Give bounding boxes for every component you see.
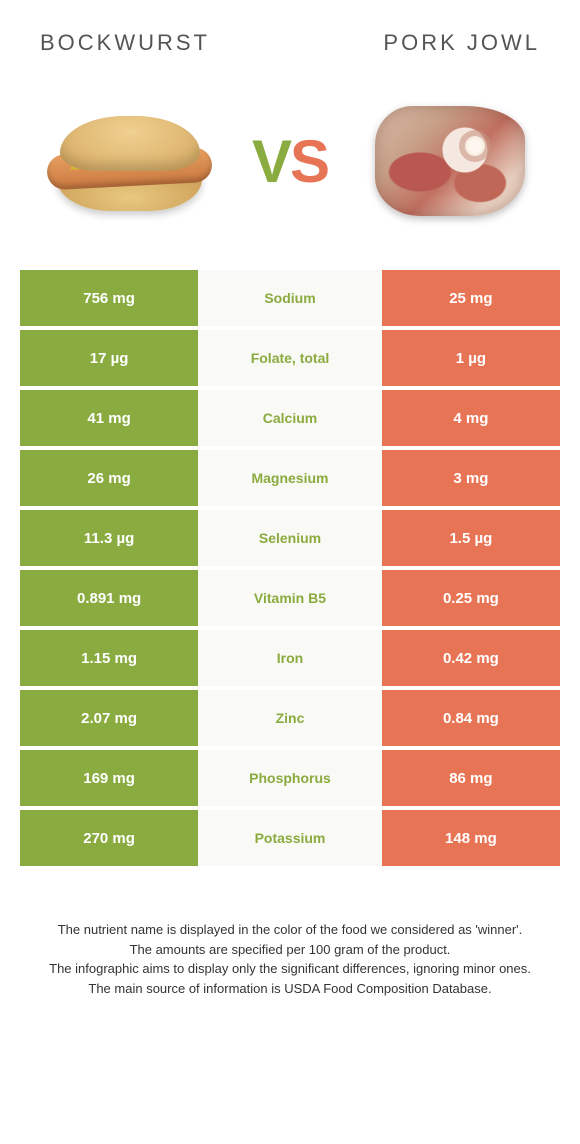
- nutrient-row: 169 mgPhosphorus86 mg: [20, 750, 560, 806]
- nutrient-row: 26 mgMagnesium3 mg: [20, 450, 560, 506]
- nutrient-row: 756 mgSodium25 mg: [20, 270, 560, 326]
- nutrient-right-value: 4 mg: [382, 390, 560, 446]
- nutrient-name: Magnesium: [198, 450, 382, 506]
- hotdog-icon: [45, 111, 215, 211]
- nutrient-right-value: 0.42 mg: [382, 630, 560, 686]
- nutrient-right-value: 148 mg: [382, 810, 560, 866]
- nutrient-left-value: 11.3 µg: [20, 510, 198, 566]
- nutrient-right-value: 1 µg: [382, 330, 560, 386]
- footnote-line: The main source of information is USDA F…: [30, 979, 550, 999]
- nutrient-row: 270 mgPotassium148 mg: [20, 810, 560, 866]
- nutrient-name: Potassium: [198, 810, 382, 866]
- vs-s: S: [290, 128, 328, 195]
- nutrient-right-value: 0.84 mg: [382, 690, 560, 746]
- nutrient-right-value: 0.25 mg: [382, 570, 560, 626]
- footnote-line: The infographic aims to display only the…: [30, 959, 550, 979]
- vs-v: V: [252, 128, 290, 195]
- nutrient-left-value: 41 mg: [20, 390, 198, 446]
- nutrient-left-value: 756 mg: [20, 270, 198, 326]
- nutrient-name: Sodium: [198, 270, 382, 326]
- nutrient-left-value: 17 µg: [20, 330, 198, 386]
- nutrient-row: 17 µgFolate, total1 µg: [20, 330, 560, 386]
- nutrient-right-value: 1.5 µg: [382, 510, 560, 566]
- nutrient-left-value: 0.891 mg: [20, 570, 198, 626]
- images-row: VS: [20, 86, 560, 266]
- nutrient-right-value: 25 mg: [382, 270, 560, 326]
- nutrient-left-value: 270 mg: [20, 810, 198, 866]
- nutrient-left-value: 1.15 mg: [20, 630, 198, 686]
- nutrient-name: Zinc: [198, 690, 382, 746]
- nutrient-row: 2.07 mgZinc0.84 mg: [20, 690, 560, 746]
- nutrient-name: Phosphorus: [198, 750, 382, 806]
- meat-icon: [370, 101, 530, 221]
- footnote-line: The nutrient name is displayed in the co…: [30, 920, 550, 940]
- nutrient-name: Folate, total: [198, 330, 382, 386]
- nutrient-right-value: 3 mg: [382, 450, 560, 506]
- footnote-line: The amounts are specified per 100 gram o…: [30, 940, 550, 960]
- left-food-image: [40, 96, 220, 226]
- nutrient-left-value: 2.07 mg: [20, 690, 198, 746]
- nutrient-left-value: 26 mg: [20, 450, 198, 506]
- nutrient-row: 41 mgCalcium4 mg: [20, 390, 560, 446]
- nutrient-name: Vitamin B5: [198, 570, 382, 626]
- nutrient-right-value: 86 mg: [382, 750, 560, 806]
- nutrient-name: Selenium: [198, 510, 382, 566]
- left-food-title: Bockwurst: [40, 30, 210, 56]
- right-food-image: [360, 96, 540, 226]
- nutrient-name: Iron: [198, 630, 382, 686]
- nutrient-left-value: 169 mg: [20, 750, 198, 806]
- nutrient-row: 0.891 mgVitamin B50.25 mg: [20, 570, 560, 626]
- nutrient-name: Calcium: [198, 390, 382, 446]
- nutrient-row: 11.3 µgSelenium1.5 µg: [20, 510, 560, 566]
- vs-label: VS: [252, 127, 328, 196]
- nutrient-table: 756 mgSodium25 mg17 µgFolate, total1 µg4…: [20, 266, 560, 870]
- header: Bockwurst Pork jowl: [20, 30, 560, 56]
- nutrient-row: 1.15 mgIron0.42 mg: [20, 630, 560, 686]
- right-food-title: Pork jowl: [383, 30, 540, 56]
- footnotes: The nutrient name is displayed in the co…: [20, 920, 560, 998]
